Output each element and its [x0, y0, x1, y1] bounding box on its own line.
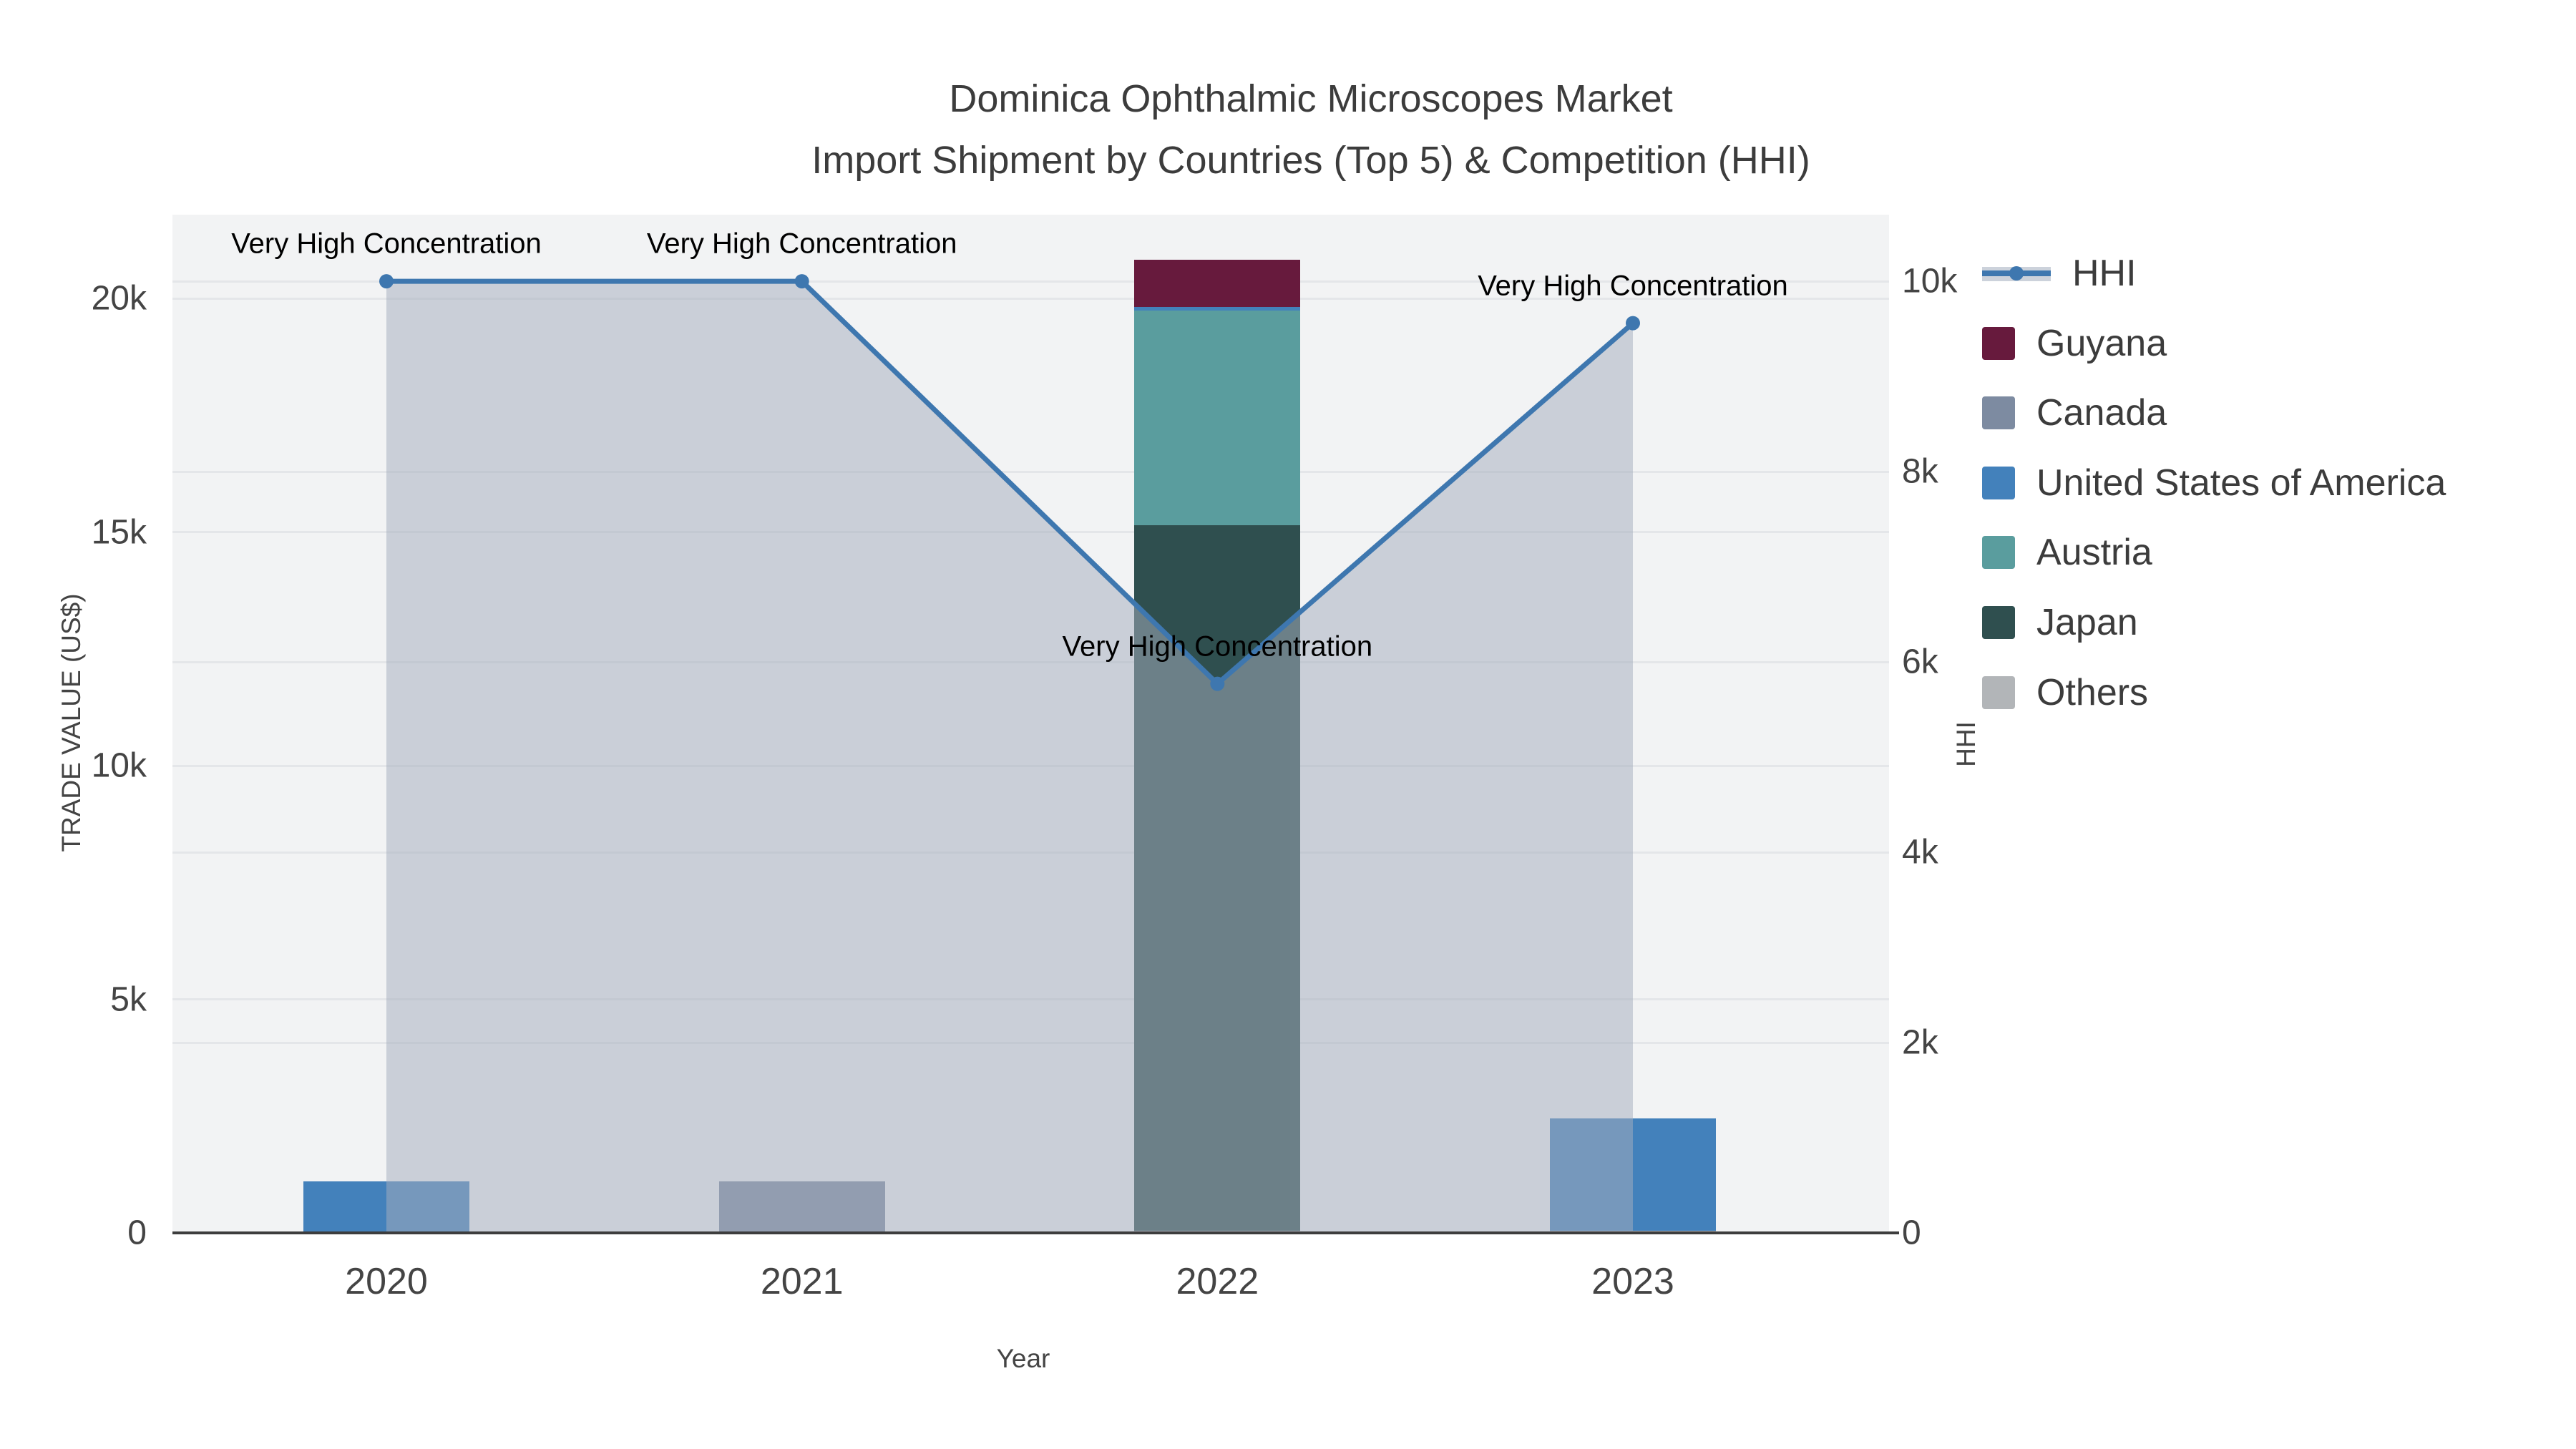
legend-label-canada: Canada [2036, 392, 2167, 434]
right-tick-8k: 8k [1902, 452, 1938, 491]
left-tick-10k: 10k [91, 746, 147, 785]
chart-title: Dominica Ophthalmic Microscopes Market I… [811, 68, 1810, 191]
hhi-marker-2023 [1626, 316, 1640, 331]
chart-title-line1: Dominica Ophthalmic Microscopes Market [949, 77, 1673, 120]
x-tick-2023: 2023 [1591, 1261, 1674, 1302]
annotation-very-high-concentration-2022: Very High Concentration [1062, 630, 1373, 663]
legend-label-others: Others [2036, 671, 2149, 713]
legend-label-guyana: Guyana [2036, 322, 2167, 364]
gridline-left-20000 [172, 297, 1889, 300]
legend-swatch-united-states-of-america [1982, 466, 2015, 499]
legend-item-hhi[interactable]: HHI [1982, 252, 2137, 295]
legend-item-united-states-of-america[interactable]: United States of America [1982, 462, 2446, 504]
legend-swatch-austria [1982, 536, 2015, 570]
hhi-area-fill [386, 281, 1633, 1233]
chart-title-line2: Import Shipment by Countries (Top 5) & C… [811, 139, 1810, 182]
right-tick-4k: 4k [1902, 833, 1938, 872]
right-tick-6k: 6k [1902, 643, 1938, 681]
legend-label-united-states-of-america: United States of America [2036, 462, 2446, 504]
x-axis-line [172, 1231, 1899, 1234]
left-tick-15k: 15k [91, 513, 147, 552]
legend-swatch-guyana [1982, 326, 2015, 360]
left-axis-title: TRADE VALUE (US$) [57, 593, 86, 852]
right-tick-10k: 10k [1902, 262, 1958, 301]
legend-item-austria[interactable]: Austria [1982, 531, 2152, 574]
gridline-right-10000 [172, 280, 1889, 283]
legend-item-canada[interactable]: Canada [1982, 391, 2167, 434]
legend-item-others[interactable]: Others [1982, 671, 2148, 714]
annotation-very-high-concentration-2021: Very High Concentration [646, 228, 957, 260]
legend-hhi-line-symbol [1982, 257, 2051, 290]
legend-swatch-canada [1982, 396, 2015, 430]
bar-2022-united-states-of-america [1134, 306, 1301, 311]
bar-2022-guyana [1134, 260, 1301, 307]
right-axis-title: HHI [1951, 721, 1981, 767]
legend-item-japan[interactable]: Japan [1982, 601, 2138, 644]
legend-swatch-japan [1982, 606, 2015, 639]
x-tick-2021: 2021 [760, 1261, 844, 1302]
gridline-right-8000 [172, 470, 1889, 473]
x-tick-2020: 2020 [345, 1261, 428, 1302]
hhi-line [386, 278, 1635, 687]
x-tick-2022: 2022 [1176, 1261, 1259, 1302]
bar-2022-austria [1134, 310, 1301, 526]
hhi-marker-2021 [794, 274, 809, 289]
legend-swatch-others [1982, 675, 2015, 709]
legend-item-guyana[interactable]: Guyana [1982, 322, 2167, 365]
hhi-marker-2020 [379, 274, 394, 289]
left-tick-5k: 5k [110, 980, 147, 1019]
left-tick-20k: 20k [91, 279, 147, 318]
x-axis-title: Year [996, 1344, 1050, 1373]
legend-label-austria: Austria [2036, 532, 2152, 574]
legend-label-japan: Japan [2036, 602, 2138, 643]
left-tick-0: 0 [127, 1214, 147, 1252]
annotation-very-high-concentration-2020: Very High Concentration [231, 228, 542, 260]
hhi-marker-2022 [1210, 676, 1225, 691]
right-tick-2k: 2k [1902, 1023, 1938, 1062]
legend-label-hhi: HHI [2072, 253, 2137, 294]
annotation-very-high-concentration-2023: Very High Concentration [1478, 270, 1788, 302]
right-tick-0: 0 [1902, 1214, 1921, 1252]
